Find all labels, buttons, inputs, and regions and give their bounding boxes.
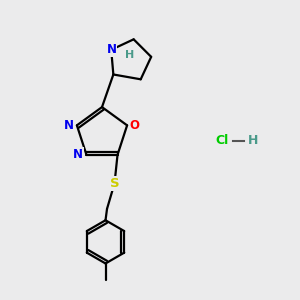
Text: N: N xyxy=(64,119,74,132)
Text: N: N xyxy=(106,43,116,56)
Text: N: N xyxy=(73,148,83,161)
Text: H: H xyxy=(248,134,259,148)
Text: O: O xyxy=(130,119,140,132)
Text: Cl: Cl xyxy=(215,134,229,148)
Text: S: S xyxy=(110,177,119,190)
Text: H: H xyxy=(125,50,134,60)
